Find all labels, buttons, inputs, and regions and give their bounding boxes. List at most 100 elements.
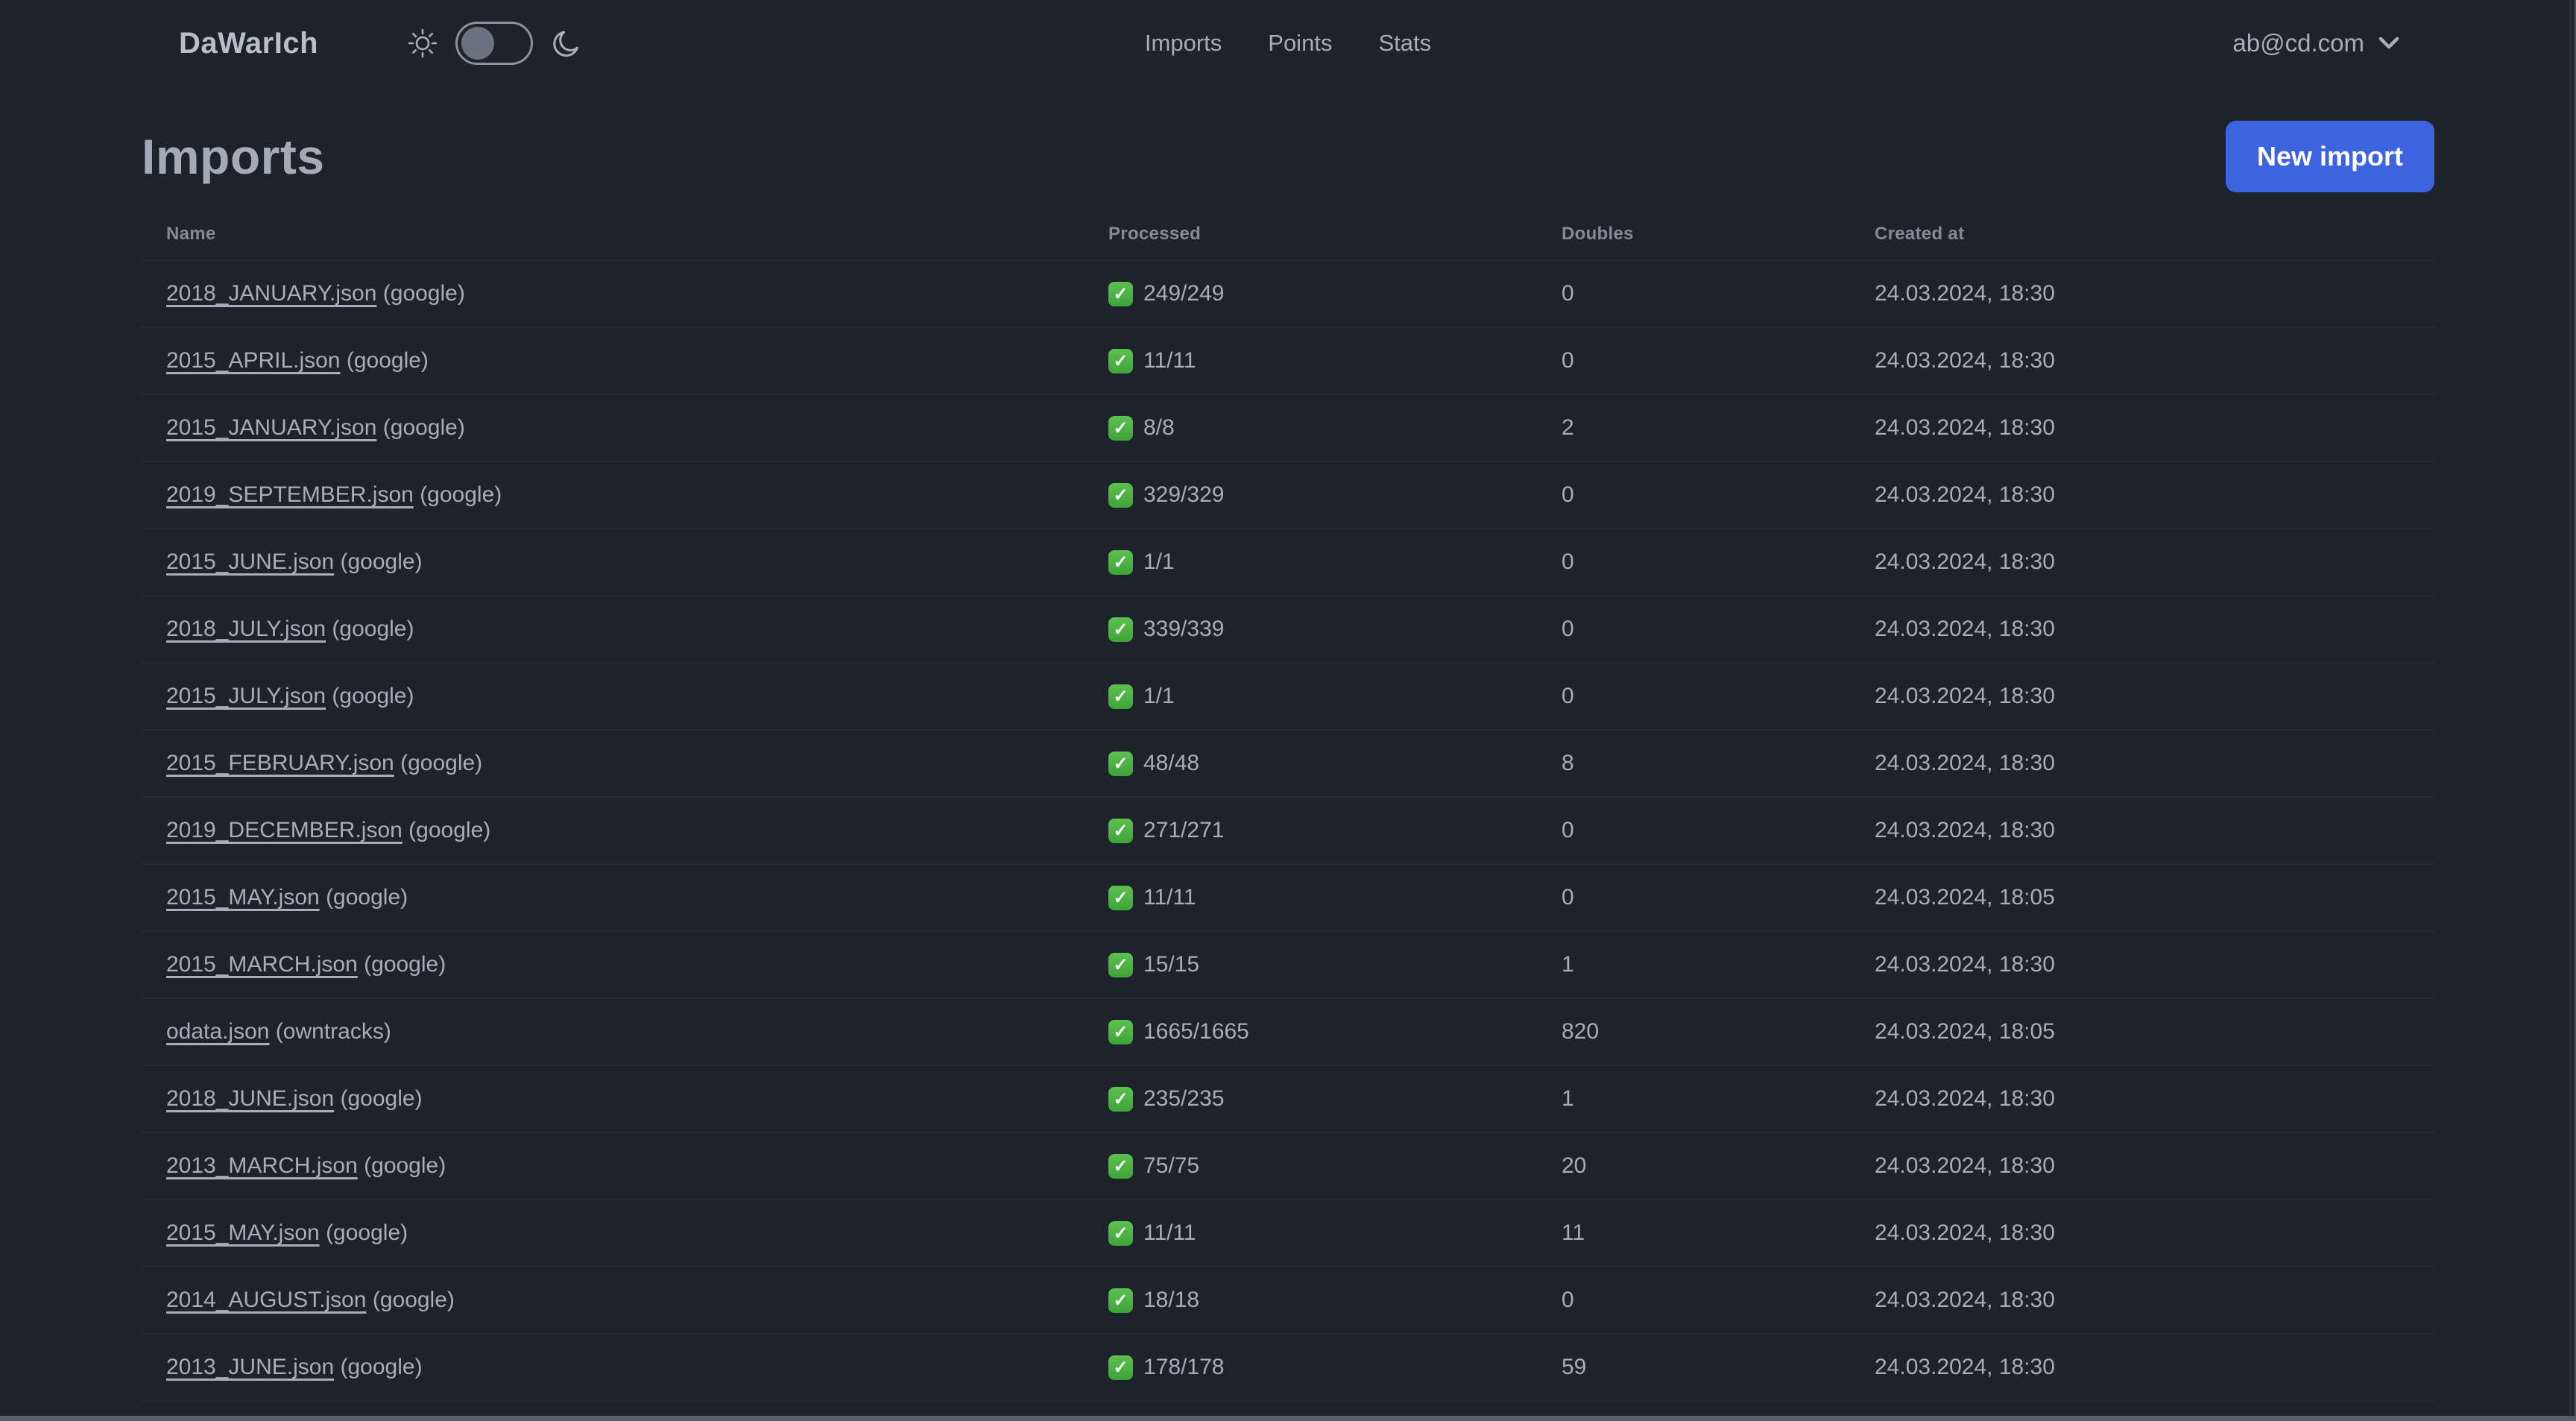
- import-source-label: (google): [340, 1086, 423, 1111]
- success-check-icon: ✓: [1108, 952, 1133, 977]
- doubles-count: 20: [1562, 1153, 1587, 1178]
- processed-count: 271/271: [1143, 818, 1225, 842]
- brand-logo[interactable]: DaWarIch: [179, 26, 319, 60]
- table-body: 2018_JANUARY.json (google) ✓ 249/249 0 2…: [142, 261, 2434, 1421]
- import-file-link[interactable]: 2018_JUNE.json: [166, 1086, 335, 1111]
- import-source-label: (google): [332, 617, 414, 641]
- created-at-value: 24.03.2024, 18:30: [1875, 684, 2055, 708]
- processed-count: 1/1: [1143, 684, 1175, 708]
- import-file-link[interactable]: 2015_MAY.json: [166, 1220, 320, 1245]
- doubles-count: 0: [1562, 684, 1574, 708]
- import-file-link[interactable]: 2018_JULY.json: [166, 617, 326, 641]
- import-file-link[interactable]: 2013_MARCH.json: [166, 1153, 358, 1178]
- doubles-count: 0: [1562, 281, 1574, 306]
- moon-icon: [553, 31, 578, 57]
- import-file-link[interactable]: 2015_JULY.json: [166, 684, 326, 708]
- success-check-icon: ✓: [1108, 1153, 1133, 1179]
- import-file-link[interactable]: 2015_JUNE.json: [166, 549, 335, 574]
- import-source-label: (google): [326, 885, 408, 910]
- import-file-link[interactable]: 2015_MAY.json: [166, 885, 320, 910]
- success-check-icon: ✓: [1108, 1220, 1133, 1246]
- import-file-link[interactable]: 2018_JANUARY.json: [166, 281, 377, 306]
- doubles-count: 0: [1562, 885, 1574, 910]
- created-at-value: 24.03.2024, 18:30: [1875, 549, 2055, 574]
- import-file-link[interactable]: 2014_AUGUST.json: [166, 1288, 367, 1312]
- import-file-link[interactable]: 2019_DECEMBER.json: [166, 818, 402, 842]
- processed-count: 249/249: [1143, 281, 1225, 306]
- import-file-link[interactable]: odata.json: [166, 1019, 270, 1044]
- success-check-icon: ✓: [1108, 348, 1133, 374]
- created-at-value: 24.03.2024, 18:30: [1875, 1153, 2055, 1178]
- import-source-label: (google): [326, 1220, 408, 1245]
- nav-link-stats[interactable]: Stats: [1378, 30, 1432, 56]
- nav-link-imports[interactable]: Imports: [1144, 30, 1222, 56]
- import-file-link[interactable]: 2015_JANUARY.json: [166, 415, 377, 440]
- success-check-icon: ✓: [1108, 482, 1133, 508]
- import-source-label: (google): [346, 348, 429, 373]
- import-source-label: (google): [340, 549, 423, 574]
- window-bottom-edge: [0, 1416, 2576, 1421]
- created-at-value: 24.03.2024, 18:30: [1875, 751, 2055, 775]
- table-row: 2013_MARCH.json (google) ✓ 75/75 20 24.0…: [142, 1133, 2434, 1200]
- processed-count: 329/329: [1143, 482, 1225, 507]
- import-file-link[interactable]: 2015_MARCH.json: [166, 952, 358, 977]
- import-source-label: (google): [364, 952, 446, 977]
- success-check-icon: ✓: [1108, 1288, 1133, 1313]
- table-row: 2018_JUNE.json (google) ✓ 235/235 1 24.0…: [142, 1066, 2434, 1133]
- import-source-label: (google): [332, 684, 414, 708]
- created-at-value: 24.03.2024, 18:30: [1875, 415, 2055, 440]
- import-file-link[interactable]: 2015_FEBRUARY.json: [166, 751, 394, 775]
- created-at-value: 24.03.2024, 18:30: [1875, 1288, 2055, 1312]
- created-at-value: 24.03.2024, 18:05: [1875, 885, 2055, 910]
- import-source-label: (google): [382, 281, 465, 306]
- table-row: 2015_JULY.json (google) ✓ 1/1 0 24.03.20…: [142, 664, 2434, 731]
- processed-count: 11/11: [1143, 348, 1196, 373]
- success-check-icon: ✓: [1108, 549, 1133, 575]
- new-import-button[interactable]: New import: [2225, 121, 2434, 192]
- doubles-count: 11: [1562, 1220, 1585, 1245]
- table-row: 2013_JUNE.json (google) ✓ 178/178 59 24.…: [142, 1335, 2434, 1402]
- table-row: 2015_JUNE.json (google) ✓ 1/1 0 24.03.20…: [142, 529, 2434, 596]
- table-row: 2019_DECEMBER.json (google) ✓ 271/271 0 …: [142, 798, 2434, 865]
- nav-link-points[interactable]: Points: [1268, 30, 1333, 56]
- doubles-count: 8: [1562, 751, 1574, 775]
- account-menu[interactable]: ab@cd.com: [2232, 29, 2400, 57]
- processed-count: 1665/1665: [1143, 1019, 1249, 1044]
- processed-count: 11/11: [1143, 1220, 1196, 1245]
- created-at-value: 24.03.2024, 18:05: [1875, 1019, 2055, 1044]
- navbar: DaWarIch Imports Points: [0, 0, 2576, 86]
- created-at-value: 24.03.2024, 18:30: [1875, 952, 2055, 977]
- doubles-count: 820: [1562, 1019, 1600, 1044]
- theme-switch[interactable]: [455, 22, 534, 65]
- account-email: ab@cd.com: [2232, 29, 2364, 57]
- doubles-count: 1: [1562, 1086, 1574, 1111]
- table-row: 2018_JULY.json (google) ✓ 339/339 0 24.0…: [142, 596, 2434, 664]
- import-source-label: (google): [400, 751, 483, 775]
- success-check-icon: ✓: [1108, 1019, 1133, 1045]
- import-source-label: (owntracks): [275, 1019, 391, 1044]
- imports-table: Name Processed Doubles Created at 2018_J…: [142, 209, 2434, 1421]
- processed-count: 48/48: [1143, 751, 1200, 775]
- doubles-count: 0: [1562, 482, 1574, 507]
- import-file-link[interactable]: 2013_JUNE.json: [166, 1355, 335, 1379]
- processed-count: 235/235: [1143, 1086, 1225, 1111]
- created-at-value: 24.03.2024, 18:30: [1875, 818, 2055, 842]
- theme-toggle: [406, 22, 584, 65]
- import-file-link[interactable]: 2019_SEPTEMBER.json: [166, 482, 414, 507]
- sun-icon: [408, 28, 438, 58]
- import-file-link[interactable]: 2015_APRIL.json: [166, 348, 341, 373]
- processed-count: 15/15: [1143, 952, 1200, 977]
- table-row: 2014_AUGUST.json (google) ✓ 18/18 0 24.0…: [142, 1267, 2434, 1335]
- doubles-count: 0: [1562, 348, 1574, 373]
- success-check-icon: ✓: [1108, 751, 1133, 776]
- import-source-label: (google): [420, 482, 502, 507]
- table-header-row: Name Processed Doubles Created at: [142, 209, 2434, 261]
- table-row: odata.json (owntracks) ✓ 1665/1665 820 2…: [142, 999, 2434, 1066]
- table-row: 2019_SEPTEMBER.json (google) ✓ 329/329 0…: [142, 462, 2434, 529]
- vertical-scrollbar[interactable]: [2569, 0, 2576, 1421]
- created-at-value: 24.03.2024, 18:30: [1875, 348, 2055, 373]
- processed-count: 339/339: [1143, 617, 1225, 641]
- import-source-label: (google): [340, 1355, 423, 1379]
- processed-count: 1/1: [1143, 549, 1175, 574]
- import-source-label: (google): [408, 818, 491, 842]
